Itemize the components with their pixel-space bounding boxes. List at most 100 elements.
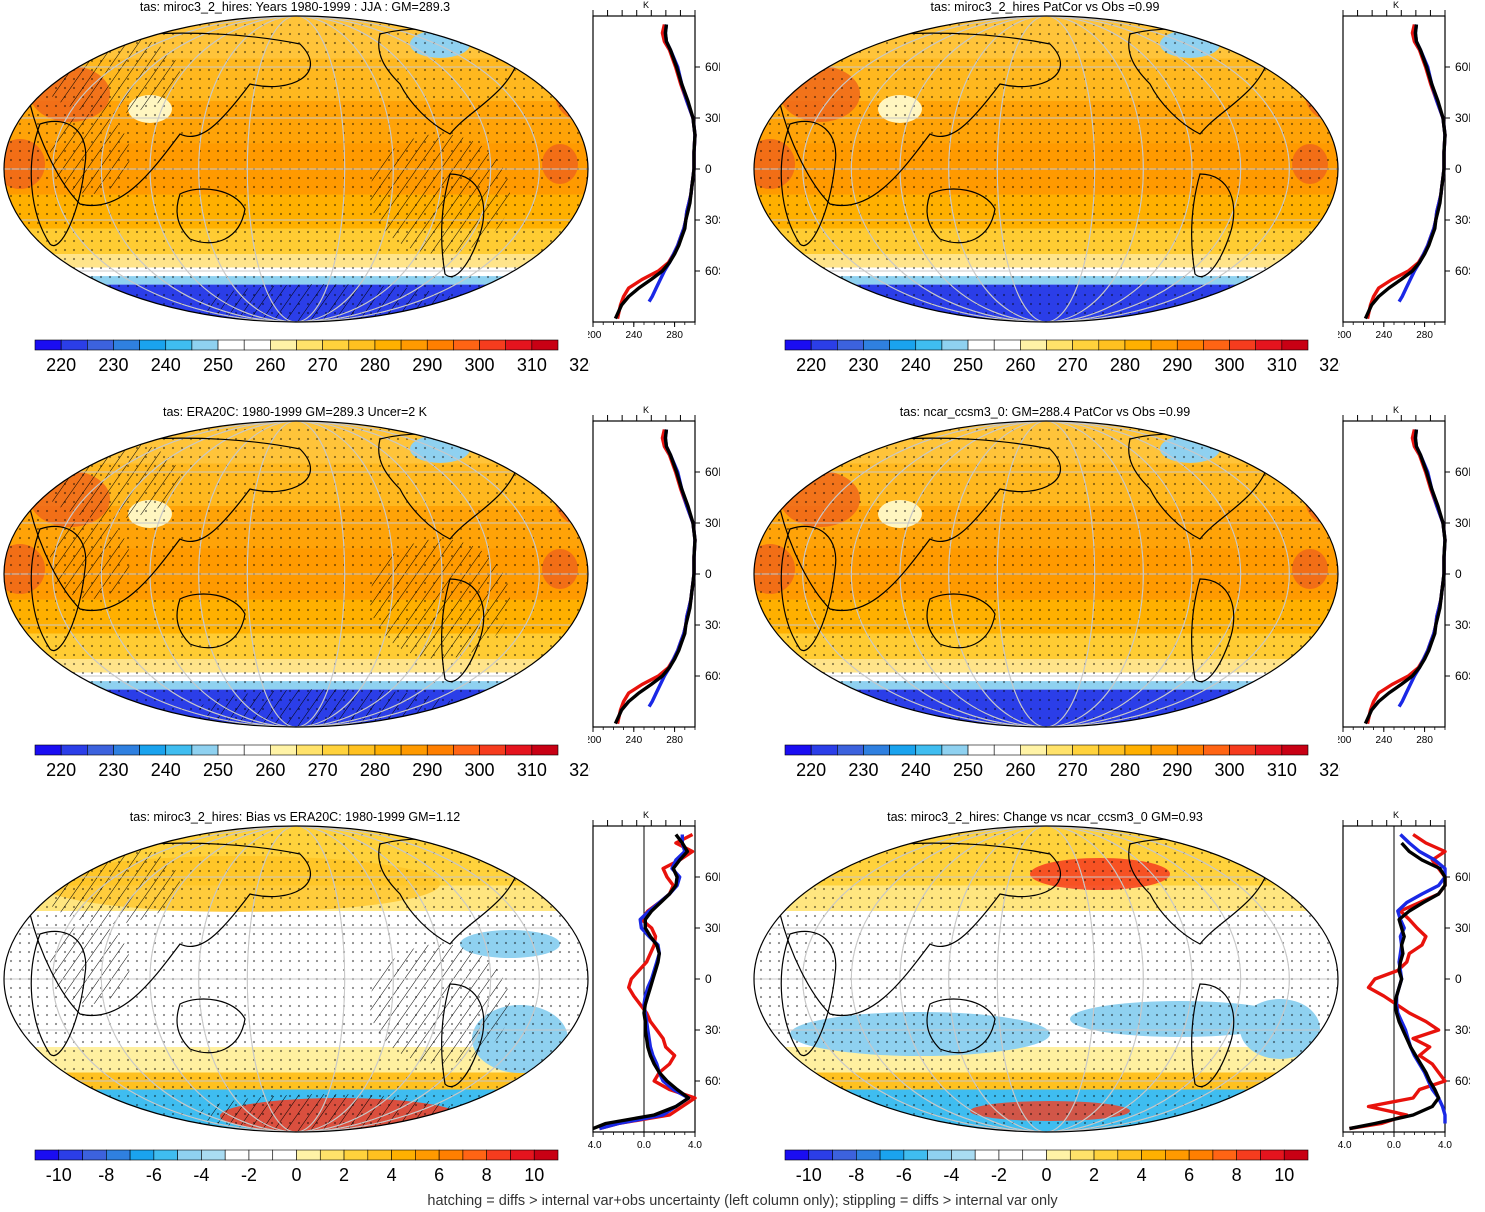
black-zonal-line: [613, 429, 697, 725]
lat-tick-label: 60N: [705, 60, 720, 74]
lat-tick-label: 0: [1455, 972, 1462, 986]
colorbar-swatch: [87, 744, 114, 756]
coastline: [780, 120, 837, 247]
red-zonal-line: [598, 832, 697, 1131]
longitude-line: [246, 421, 346, 727]
colorbar-tick-label: 220: [796, 355, 826, 375]
longitude-line: [52, 16, 540, 322]
unit-label: K: [643, 0, 649, 10]
colorbar-tick-label: 290: [1162, 355, 1192, 375]
blue-zonal-line: [1394, 833, 1447, 1124]
coastline: [779, 32, 1062, 207]
colorbar-swatch: [1069, 1149, 1095, 1161]
colorbar-swatch: [201, 1149, 226, 1161]
colorbar-tick-label: 220: [46, 355, 76, 375]
colorbar-tick-label: 300: [465, 760, 495, 780]
x-tick-label: 240: [625, 330, 642, 341]
coastline: [780, 525, 837, 652]
coastline: [1191, 983, 1235, 1088]
colorbar-swatch: [1283, 1149, 1309, 1161]
map-plot: [753, 825, 1339, 1133]
colorbar-tick-label: 240: [151, 760, 181, 780]
colorbar-tick-label: 290: [412, 355, 442, 375]
colorbar-swatch: [1150, 744, 1178, 756]
coastline: [779, 842, 1062, 1017]
colorbar-swatch: [1203, 339, 1230, 351]
lat-tick-label: 30S: [705, 618, 720, 632]
colorbar-tick-label: 220: [796, 760, 826, 780]
colorbar-swatch: [479, 744, 506, 756]
colorbar-swatch: [426, 744, 454, 756]
longitude-line: [996, 16, 1096, 322]
colorbar-tick-label: 8: [1232, 1165, 1242, 1185]
coastline: [176, 188, 246, 244]
colorbar-tick-label: 250: [953, 355, 983, 375]
colorbar-swatch: [1046, 744, 1073, 756]
x-tick-label: -4.0: [588, 1140, 602, 1151]
lat-tick-label: 30N: [705, 921, 720, 935]
coastline: [30, 525, 87, 652]
colorbar-swatch: [177, 1149, 202, 1161]
colorbar-swatch: [319, 1149, 345, 1161]
colorbar-swatch: [479, 339, 506, 351]
panel-title: tas: ERA20C: 1980-1999 GM=289.3 Uncer=2 …: [162, 405, 428, 419]
colorbar-tick-label: 300: [1215, 760, 1245, 780]
colorbar-swatch: [889, 744, 917, 756]
colorbar: -10 -8 -6 -4 -2 0 2 4 6 8 10: [784, 1149, 1309, 1185]
colorbar-swatch: [129, 1149, 155, 1161]
colorbar-swatch: [1098, 339, 1126, 351]
colorbar-tick-label: 270: [1058, 760, 1088, 780]
colorbar-tick-label: 270: [1058, 355, 1088, 375]
colorbar-swatch: [113, 744, 140, 756]
colorbar-swatch: [1093, 1149, 1119, 1161]
colorbar-swatch: [400, 744, 428, 756]
unit-label: K: [643, 405, 649, 415]
colorbar-swatch: [927, 1149, 952, 1161]
x-tick-label: 280: [1416, 330, 1433, 341]
zonal-mean-plot: K -4.0 0.0 4.0 60N 30N 0 30S 60S: [1338, 810, 1470, 1151]
panel-title: tas: miroc3_2_hires: Change vs ncar_ccsm…: [887, 810, 1203, 824]
colorbar-tick-label: 280: [360, 355, 390, 375]
map-border: [753, 825, 1339, 1133]
colorbar-tick-label: 2: [1089, 1165, 1099, 1185]
colorbar-swatch: [343, 1149, 369, 1161]
colorbar-tick-label: -2: [241, 1165, 257, 1185]
map-field: [754, 421, 1338, 727]
colorbar-swatch: [1212, 1149, 1237, 1161]
coastline: [176, 998, 246, 1054]
colorbar-swatch: [348, 339, 376, 351]
colorbar-swatch: [165, 744, 193, 756]
zonal-mean-plot: K 200 240 280 60N 30N 0 30S 60S: [588, 405, 720, 746]
longitude-line: [198, 826, 394, 1132]
colorbar-swatch: [863, 339, 890, 351]
hatching: [40, 34, 180, 114]
colorbar-tick-label: 250: [203, 355, 233, 375]
lat-tick-label: 60N: [705, 870, 720, 884]
colorbar-tick-label: -8: [848, 1165, 864, 1185]
colorbar-tick-label: -10: [796, 1165, 822, 1185]
colorbar-swatch: [217, 339, 245, 351]
longitude-line: [850, 826, 1242, 1132]
colorbar-swatch: [243, 339, 271, 351]
colorbar-swatch: [951, 1149, 976, 1161]
panel-title: tas: miroc3_2_hires PatCor vs Obs =0.99: [930, 0, 1160, 14]
longitude-line: [899, 826, 1193, 1132]
unit-label: K: [1393, 810, 1399, 820]
colorbar-swatch: [87, 339, 114, 351]
colorbar-swatch: [533, 1149, 559, 1161]
colorbar-swatch: [1124, 744, 1152, 756]
colorbar-swatch: [1188, 1149, 1214, 1161]
colorbar-tick-label: 6: [1184, 1165, 1194, 1185]
x-tick-label: -4.0: [1338, 1140, 1352, 1151]
colorbar-swatch: [784, 744, 812, 756]
coastline: [441, 578, 485, 683]
longitude-line: [996, 826, 1096, 1132]
longitude-line: [198, 16, 394, 322]
coastline: [779, 437, 1062, 612]
zonal-frame: [1342, 420, 1446, 728]
colorbar-swatch: [915, 339, 943, 351]
colorbar-tick-label: 320: [569, 355, 590, 375]
colorbar-swatch: [510, 1149, 535, 1161]
colorbar-swatch: [374, 339, 402, 351]
colorbar-tick-label: 240: [901, 760, 931, 780]
